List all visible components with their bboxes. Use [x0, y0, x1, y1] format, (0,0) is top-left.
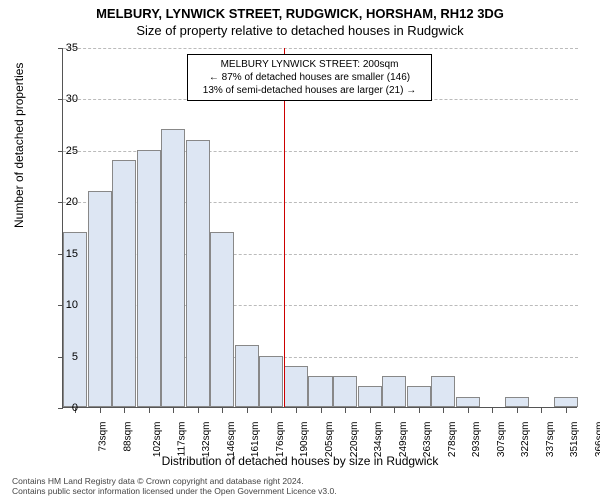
histogram-bar — [407, 386, 431, 407]
histogram-bar — [431, 376, 455, 407]
info-line3: 13% of semi-detached houses are larger (… — [194, 84, 425, 97]
xtick-mark — [541, 408, 542, 413]
ytick-label: 10 — [48, 299, 78, 311]
footer-line1: Contains HM Land Registry data © Crown c… — [12, 476, 337, 486]
gridline — [63, 48, 578, 49]
histogram-bar — [235, 345, 259, 407]
ytick-label: 25 — [48, 145, 78, 157]
xtick-mark — [222, 408, 223, 413]
xtick-label: 263sqm — [422, 422, 433, 458]
xtick-label: 322sqm — [520, 422, 531, 458]
xtick-label: 234sqm — [373, 422, 384, 458]
histogram-bar — [358, 386, 382, 407]
chart-container: MELBURY, LYNWICK STREET, RUDGWICK, HORSH… — [0, 0, 600, 500]
xtick-mark — [173, 408, 174, 413]
xtick-mark — [247, 408, 248, 413]
histogram-bar — [88, 191, 112, 407]
info-line1: MELBURY LYNWICK STREET: 200sqm — [194, 58, 425, 71]
xtick-mark — [321, 408, 322, 413]
xtick-label: 220sqm — [349, 422, 360, 458]
info-line2: ← 87% of detached houses are smaller (14… — [194, 71, 425, 84]
ytick-label: 0 — [48, 402, 78, 414]
histogram-bar — [456, 397, 480, 407]
footer-line2: Contains public sector information licen… — [12, 486, 337, 496]
xtick-label: 161sqm — [250, 422, 261, 458]
xtick-mark — [271, 408, 272, 413]
xtick-label: 176sqm — [275, 422, 286, 458]
page-subtitle: Size of property relative to detached ho… — [0, 21, 600, 38]
y-axis-label: Number of detached properties — [12, 63, 26, 228]
ytick-label: 5 — [48, 351, 78, 363]
histogram-bar — [284, 366, 308, 407]
xtick-mark — [296, 408, 297, 413]
xtick-mark — [345, 408, 346, 413]
xtick-label: 337sqm — [545, 422, 556, 458]
xtick-mark — [124, 408, 125, 413]
xtick-label: 88sqm — [122, 422, 133, 452]
histogram-bar — [505, 397, 529, 407]
xtick-label: 117sqm — [176, 422, 187, 457]
xtick-label: 278sqm — [447, 422, 458, 458]
xtick-label: 102sqm — [152, 422, 163, 458]
xtick-label: 366sqm — [594, 422, 600, 458]
plot-region: 73sqm88sqm102sqm117sqm132sqm146sqm161sqm… — [62, 48, 577, 408]
xtick-mark — [419, 408, 420, 413]
xtick-mark — [566, 408, 567, 413]
histogram-bar — [137, 150, 161, 407]
histogram-bar — [161, 129, 185, 407]
histogram-bar — [112, 160, 136, 407]
xtick-label: 307sqm — [496, 422, 507, 458]
xtick-label: 249sqm — [398, 422, 409, 458]
xtick-label: 190sqm — [300, 422, 311, 458]
histogram-bar — [554, 397, 578, 407]
histogram-bar — [186, 140, 210, 407]
xtick-label: 293sqm — [471, 422, 482, 458]
page-title: MELBURY, LYNWICK STREET, RUDGWICK, HORSH… — [0, 0, 600, 21]
xtick-label: 73sqm — [98, 422, 109, 452]
histogram-bar — [308, 376, 332, 407]
xtick-label: 205sqm — [324, 422, 335, 458]
xtick-mark — [149, 408, 150, 413]
histogram-bar — [259, 356, 283, 407]
xtick-mark — [443, 408, 444, 413]
footer: Contains HM Land Registry data © Crown c… — [12, 476, 337, 496]
chart-area: 73sqm88sqm102sqm117sqm132sqm146sqm161sqm… — [62, 48, 577, 408]
info-box: MELBURY LYNWICK STREET: 200sqm ← 87% of … — [187, 54, 432, 101]
ytick-label: 20 — [48, 196, 78, 208]
xtick-mark — [198, 408, 199, 413]
ytick-label: 30 — [48, 93, 78, 105]
xtick-label: 351sqm — [569, 422, 580, 458]
ytick-label: 15 — [48, 248, 78, 260]
x-axis-label: Distribution of detached houses by size … — [0, 454, 600, 468]
xtick-label: 146sqm — [226, 422, 237, 458]
xtick-label: 132sqm — [201, 422, 212, 458]
histogram-bar — [210, 232, 234, 407]
histogram-bar — [333, 376, 357, 407]
xtick-mark — [394, 408, 395, 413]
xtick-mark — [370, 408, 371, 413]
xtick-mark — [492, 408, 493, 413]
ytick-label: 35 — [48, 42, 78, 54]
xtick-mark — [517, 408, 518, 413]
xtick-mark — [100, 408, 101, 413]
xtick-mark — [468, 408, 469, 413]
histogram-bar — [382, 376, 406, 407]
subject-vline — [284, 48, 285, 407]
